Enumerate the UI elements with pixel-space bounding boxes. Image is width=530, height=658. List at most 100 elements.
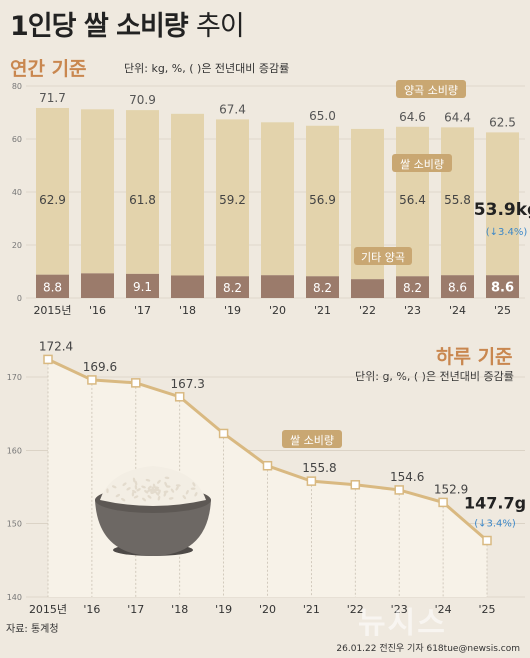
bar-x-tick-label: '18	[179, 304, 196, 317]
rice-grain	[192, 482, 196, 487]
line-point	[482, 535, 492, 546]
rice-grain	[147, 488, 152, 492]
legend-other-label-box	[354, 247, 412, 265]
grain-value-label: 62.5	[489, 115, 516, 129]
legend-grain-label: 양곡 소비량	[404, 84, 458, 97]
grain-value-label: 64.4	[444, 110, 471, 124]
bar-y-tick-label: 80	[12, 82, 22, 91]
rice-change-note: (↓3.4%)	[486, 227, 528, 238]
grain-bar	[81, 109, 114, 274]
rice-grain	[164, 481, 168, 487]
rice-grain	[175, 486, 179, 491]
line-value-label: 169.6	[83, 360, 117, 374]
bar-x-tick-label: '24	[449, 304, 466, 317]
line-point	[262, 460, 273, 471]
rice-grain	[132, 489, 137, 494]
line-point	[43, 354, 53, 365]
line-point	[87, 375, 97, 385]
annual-subtitle: 연간 기준	[10, 58, 87, 80]
other-value-label: 9.1	[133, 280, 152, 294]
bar-x-tick-label: '21	[314, 304, 331, 317]
rice-grain	[132, 477, 136, 483]
grain-value-label: 64.6	[399, 110, 426, 124]
rice-grain	[131, 491, 135, 497]
rice-grain	[141, 485, 146, 489]
line-y-tick-label: 160	[7, 446, 22, 455]
bar-x-tick-label: '25	[494, 304, 511, 317]
other-value-label: 8.2	[403, 281, 422, 295]
other-grain-bar	[306, 276, 339, 298]
line-x-tick-label: '25	[478, 603, 495, 616]
other-value-label: 8.6	[491, 281, 514, 296]
legend-other-label: 기타 양곡	[361, 251, 405, 264]
rice-grain	[155, 491, 160, 496]
daily-subtitle: 하루 기준	[436, 346, 513, 368]
rice-grain	[147, 485, 152, 490]
line-series-label-box	[282, 430, 342, 448]
rice-grain	[157, 479, 161, 484]
rice-grain	[170, 488, 175, 493]
source-note: 자료: 통계청	[6, 624, 59, 635]
legend-grain-label-box	[396, 80, 466, 98]
other-grain-bar	[216, 276, 249, 298]
other-grain-bar	[261, 275, 294, 298]
bar-x-tick-label: '23	[404, 304, 421, 317]
bar-x-tick-label: '22	[359, 304, 376, 317]
rice-value-label: 62.9	[39, 193, 66, 207]
grain-bar	[441, 127, 474, 276]
bar-y-tick-label: 0	[17, 294, 22, 303]
daily-unit-note: 단위: g, %, ( )은 전년대비 증감률	[355, 370, 514, 383]
line-x-tick-label: '21	[303, 603, 320, 616]
rice-grain	[126, 487, 131, 491]
rice-grain	[142, 497, 147, 502]
other-grain-bar	[81, 273, 114, 298]
rice-grain	[165, 485, 171, 488]
legend-rice-label-box	[392, 154, 452, 172]
credit-note: 26.01.22 전진우 기자 618tue@newsis.com	[336, 644, 520, 654]
rice-grain	[158, 489, 161, 495]
rice-grain	[147, 495, 152, 499]
line-x-tick-label: '17	[127, 603, 144, 616]
other-value-label: 8.8	[43, 280, 62, 294]
bowl-body	[95, 500, 211, 556]
rice-grain	[163, 490, 169, 494]
rice-grain	[182, 495, 187, 500]
grain-bar	[261, 122, 294, 276]
rice-grain	[157, 495, 161, 501]
line-series-label: 쌀 소비량	[290, 434, 334, 447]
grain-bar	[171, 113, 204, 276]
other-value-label: 8.6	[448, 281, 467, 295]
line-y-tick-label: 170	[7, 373, 22, 382]
bar-x-tick-label: 2015년	[33, 304, 71, 317]
rice-grain	[152, 489, 157, 493]
rice-value-label: 56.9	[309, 193, 336, 207]
page-title: 1인당 쌀 소비량 추이	[10, 4, 245, 43]
bar-y-tick-label: 60	[12, 135, 22, 144]
rice-grain	[134, 480, 138, 486]
rice-grain	[122, 482, 127, 486]
bar-y-tick-label: 40	[12, 188, 22, 197]
bar-y-tick-label: 20	[12, 241, 22, 250]
line-x-tick-label: '20	[259, 603, 276, 616]
line-value-label: 147.7g	[464, 494, 526, 513]
rice-grain	[115, 494, 121, 498]
line-x-tick-label: '22	[347, 603, 364, 616]
line-value-label: 152.9	[434, 482, 468, 496]
grain-value-label: 71.7	[39, 91, 66, 105]
rice-value-label: 61.8	[129, 193, 156, 207]
line-x-tick-label: '18	[171, 603, 188, 616]
line-x-tick-label: '24	[435, 603, 452, 616]
line-y-tick-label: 150	[7, 520, 22, 529]
rice-value-label: 59.2	[219, 193, 246, 207]
line-x-tick-label: '19	[215, 603, 232, 616]
other-grain-bar	[36, 274, 69, 298]
line-value-label: 154.6	[390, 470, 424, 484]
grain-value-label: 65.0	[309, 109, 336, 123]
grain-bar	[306, 125, 339, 277]
line-value-label: 167.3	[171, 377, 205, 391]
title-suffix: 추이	[196, 11, 245, 42]
rice-grain	[168, 497, 174, 500]
rice-grain	[163, 492, 167, 497]
line-x-tick-label: '16	[83, 603, 100, 616]
